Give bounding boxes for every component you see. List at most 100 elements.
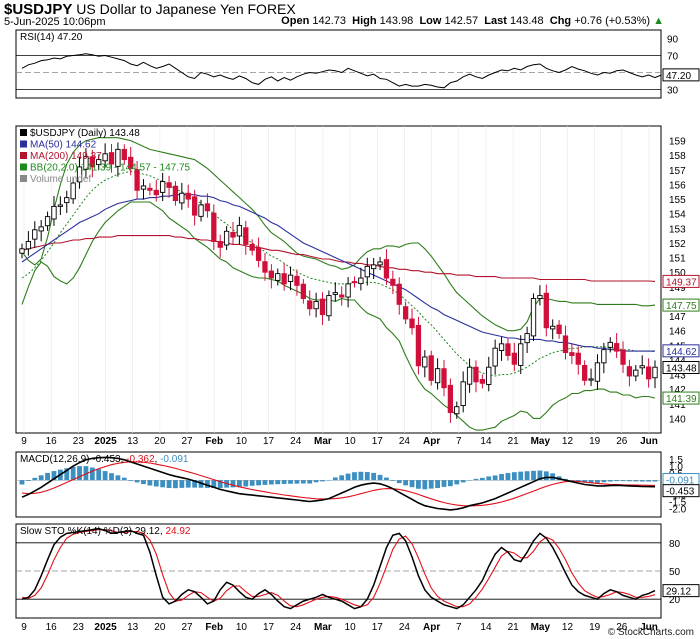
rsi-tick-label: 70 — [667, 52, 679, 63]
macd-histogram-bar — [524, 471, 530, 481]
price-tick-label: 147 — [669, 312, 686, 323]
macd-title: MACD(12,26,9) -0.453, -0.362, -0.091 — [20, 454, 189, 465]
macd-histogram-bar — [601, 480, 607, 483]
macd-histogram-bar — [173, 480, 178, 489]
price-tag: 144.62 — [666, 347, 697, 358]
ticker-symbol: $USDJPY — [4, 1, 73, 18]
macd-histogram-bar — [486, 476, 492, 481]
macd-histogram-bar — [77, 466, 82, 481]
macd-histogram-bar — [243, 480, 249, 487]
x-axis-label: 7 — [456, 436, 462, 447]
sto-k-line — [21, 527, 656, 610]
candle-body — [434, 368, 441, 384]
macd-histogram-bar — [403, 480, 409, 486]
candle-body — [185, 192, 191, 200]
macd-histogram-bar — [607, 480, 613, 482]
candle-body — [556, 324, 562, 335]
legend-entry: Volume undef — [30, 174, 91, 185]
macd-histogram-bar — [339, 475, 345, 481]
macd-histogram-bar — [332, 477, 338, 481]
macd-histogram-bar — [320, 480, 325, 482]
macd-histogram-bar — [275, 480, 281, 485]
macd-histogram-bar — [256, 480, 261, 486]
candle-body — [454, 406, 460, 415]
x-axis-label: 20 — [154, 436, 166, 447]
x-axis-label: 2025 — [94, 436, 117, 447]
x-axis-label: 9 — [21, 622, 27, 633]
candle-body — [211, 212, 217, 242]
price-tick-label: 155 — [669, 195, 686, 206]
legend-swatch — [20, 129, 27, 136]
macd-histogram-bar — [479, 477, 485, 481]
candle-body — [38, 226, 44, 232]
sto-current-tag: 29.12 — [666, 587, 691, 598]
candle-body — [645, 366, 652, 380]
candle-body — [364, 265, 370, 278]
candle-body — [428, 355, 434, 381]
macd-tick-label: -1.5 — [669, 497, 687, 508]
macd-histogram-bar — [313, 480, 319, 483]
x-axis-label: 14 — [480, 622, 492, 633]
candle-body — [594, 362, 601, 382]
candle-body — [562, 335, 569, 354]
macd-histogram-bar — [352, 472, 357, 481]
candle-body — [582, 365, 588, 381]
candle-body — [268, 270, 275, 279]
candle-body — [108, 152, 115, 165]
macd-histogram-bar — [371, 472, 377, 481]
macd-title-part: -0.091 — [160, 454, 189, 465]
price-tag: 143.48 — [666, 364, 697, 375]
ma50-line — [21, 194, 655, 352]
price-tick-label: 149 — [669, 283, 686, 294]
price-tag-box — [662, 344, 700, 358]
macd-histogram-bar — [262, 480, 268, 485]
panel-frame — [15, 451, 662, 518]
candle-body — [153, 189, 159, 196]
candle-body — [121, 148, 127, 161]
macd-histogram-bar — [211, 480, 217, 489]
x-axis-label: 10 — [236, 622, 248, 633]
chart-header-title: $USDJPY US Dollar to Japanese Yen FOREX — [4, 1, 296, 18]
candle-body — [607, 341, 613, 348]
candle-body — [415, 324, 422, 367]
macd-histogram-bar — [499, 474, 504, 481]
macd-histogram-bar — [102, 471, 108, 481]
macd-histogram-bar — [166, 480, 172, 489]
macd-histogram-bar — [38, 475, 44, 481]
candle-body — [626, 366, 633, 377]
candle-body — [57, 204, 64, 207]
candle-body — [479, 379, 486, 384]
macd-histogram-bar — [614, 480, 620, 482]
candle-body — [217, 241, 223, 248]
ohlc-summary: Open 142.73 High 143.98 Low 142.57 Last … — [281, 15, 664, 27]
candle-body — [249, 243, 255, 251]
x-axis-label: 16 — [46, 622, 58, 633]
x-axis-label: 26 — [616, 622, 628, 633]
macd-histogram-bar — [236, 480, 242, 488]
candle-body — [575, 352, 581, 365]
legend-entry: MA(200) 149.37 — [30, 151, 102, 162]
macd-title-part: , — [121, 454, 127, 465]
candle-body — [128, 156, 134, 169]
candle-body — [179, 192, 185, 204]
macd-histogram-bar — [435, 480, 441, 489]
macd-histogram-bar — [147, 480, 153, 486]
x-axis-label: 17 — [372, 436, 384, 447]
price-tick-label: 142 — [669, 385, 686, 396]
macd-histogram-bar — [345, 473, 351, 481]
macd-histogram-bar — [428, 480, 434, 489]
macd-histogram-bar — [633, 480, 639, 482]
price-tick-label: 146 — [669, 327, 686, 338]
candle-body — [230, 231, 236, 238]
macd-histogram-bar — [505, 473, 511, 481]
candle-body — [537, 295, 543, 299]
macd-histogram-bar — [134, 480, 140, 483]
macd-histogram-bar — [396, 480, 402, 484]
candle-body — [172, 185, 179, 202]
candle-body — [191, 196, 198, 216]
candle-body — [32, 229, 38, 240]
x-axis-label: 27 — [181, 436, 193, 447]
price-tick-label: 150 — [669, 268, 686, 279]
candle-body — [25, 241, 32, 250]
candle-body — [198, 204, 204, 217]
